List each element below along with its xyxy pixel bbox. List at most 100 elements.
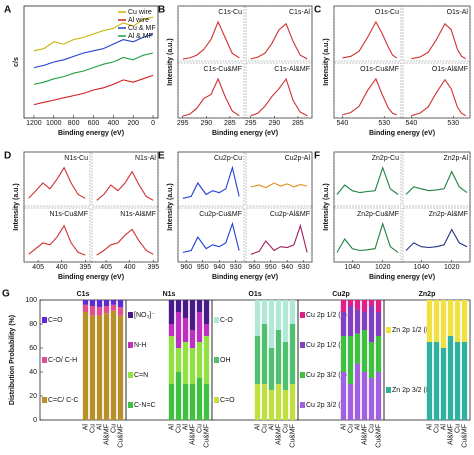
x-tick-label: Cu [454, 424, 461, 433]
bar-segment [368, 378, 375, 420]
bar-segment [426, 300, 433, 342]
x-tick-label: Cu&MF [203, 424, 210, 448]
subplot-title: O1s-Cu [375, 9, 399, 16]
panel-label: B [158, 5, 165, 16]
x-tick-label: 1020 [375, 264, 391, 271]
subplot-frame [91, 207, 159, 263]
spectrum-line [342, 77, 397, 116]
bar-segment [268, 300, 275, 348]
bar-segment [361, 312, 368, 330]
bar-segment [354, 333, 361, 364]
legend-swatch [386, 327, 391, 333]
x-tick-label: 960 [248, 264, 260, 271]
x-tick-label: Al&MF [447, 424, 454, 445]
bar-segment [196, 312, 203, 342]
bar-segment [282, 342, 289, 390]
bar-segment [440, 300, 447, 348]
subplot-frame [333, 62, 402, 119]
subplot-frame [177, 151, 245, 207]
x-tick-label: 950 [197, 264, 209, 271]
legend-swatch [128, 402, 133, 408]
bar-segment [82, 304, 89, 312]
subplot-title: O1s-Cu&MF [360, 66, 399, 73]
y-tick-label: 40 [29, 369, 37, 376]
panel-label: C [314, 5, 321, 16]
x-tick-label: 940 [213, 264, 225, 271]
subplot-frame [402, 5, 471, 62]
bar-segment [461, 300, 468, 342]
bar-segment [361, 372, 368, 420]
x-tick-label: Cu&MF [375, 424, 382, 448]
x-tick-label: Al [440, 424, 447, 431]
x-tick-label: Al [268, 424, 275, 431]
subplot-title: C1s-Al&MF [274, 66, 310, 73]
y-axis-label: Intensity (a.u.) [167, 183, 174, 230]
bar-segment [347, 306, 354, 336]
x-tick-label: 930 [230, 264, 242, 271]
x-tick-label: Cu [433, 424, 440, 433]
x-tick-label: Cu [347, 424, 354, 433]
x-axis-label: Binding energy (eV) [369, 274, 435, 281]
spectrum-line [405, 228, 468, 251]
group-title: O1s [248, 291, 261, 298]
bar-segment [175, 348, 182, 372]
bar-segment [461, 342, 468, 420]
legend-swatch [128, 372, 133, 378]
spectrum-line [342, 20, 398, 59]
x-tick-label: Cu [261, 424, 268, 433]
legend-label: N-H [134, 342, 146, 349]
spectrum-line [250, 223, 308, 255]
bar-segment [375, 300, 382, 312]
legend-swatch [214, 397, 219, 403]
x-tick-label: 940 [281, 264, 293, 271]
legend-swatch [42, 397, 47, 403]
x-tick-label: 1020 [444, 264, 460, 271]
subplot-frame [177, 207, 245, 263]
x-axis-label: Binding energy (eV) [212, 274, 278, 281]
bar-segment [340, 372, 347, 420]
legend-swatch [128, 312, 133, 318]
spectrum-line [182, 165, 240, 199]
bar-segment [375, 312, 382, 336]
subplot-title: C1s-Al [289, 9, 310, 16]
y-axis-label: Intensity (a.u.) [323, 183, 330, 230]
bar-segment [289, 300, 296, 324]
bar-segment [89, 315, 96, 420]
legend-label: C-N=C [134, 402, 156, 409]
bar-segment [117, 315, 124, 420]
x-tick-label: 530 [378, 120, 390, 127]
x-tick-label: 200 [127, 120, 139, 127]
x-tick-label: Cu [175, 424, 182, 433]
bar-segment [103, 300, 110, 306]
x-axis-label: Binding energy (eV) [212, 130, 278, 137]
plot-frame [177, 5, 313, 119]
legend-swatch [386, 387, 391, 393]
legend-label: Cu & MF [128, 25, 156, 32]
bar-segment [89, 300, 96, 306]
subplot-frame [245, 62, 313, 119]
legend-label: C-O/ C-H [48, 357, 77, 364]
bar-segment [96, 315, 103, 420]
x-tick-label: 405 [100, 264, 112, 271]
bar-segment [254, 384, 261, 420]
legend-swatch [300, 402, 305, 408]
spectrum-line [182, 20, 240, 60]
x-tick-label: Cu&MF [117, 424, 124, 448]
spectrum-line [28, 224, 86, 256]
bar-segment [275, 300, 282, 330]
x-tick-label: Al [168, 424, 175, 431]
legend-label: Cu wire [128, 9, 152, 16]
subplot-title: C1s-Cu [218, 9, 242, 16]
spectrum-line [250, 77, 308, 117]
spectrum-line [336, 221, 399, 253]
spectrum-line [336, 166, 399, 195]
subplot-frame [177, 5, 245, 62]
spectrum-line [411, 78, 467, 117]
bar-segment [368, 306, 375, 342]
legend-swatch [214, 357, 219, 363]
x-tick-label: 295 [177, 120, 189, 127]
x-tick-label: 395 [147, 264, 159, 271]
legend-swatch [300, 372, 305, 378]
bar-segment [203, 324, 210, 336]
